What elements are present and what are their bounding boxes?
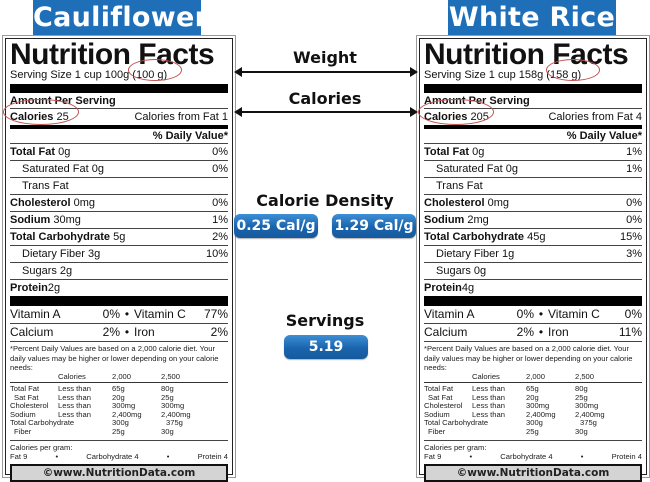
calorie-density-white-rice: 1.29 Cal/g <box>332 214 416 238</box>
calories-value: 205 <box>470 111 489 123</box>
nutrient-row-total-carbohydrate: Total Carbohydrate 5g 2% <box>10 228 228 245</box>
calories-label: Calories <box>10 111 54 123</box>
mineral-row: Calcium 2% • Iron 2% <box>10 323 228 339</box>
nutrient-row-sugars: Sugars 2g <box>10 262 228 279</box>
amount-per-serving: Amount Per Serving <box>424 95 530 107</box>
servings-value: 5.19 <box>284 335 368 359</box>
source-site-label: ©www.NutritionData.com <box>10 463 228 482</box>
nutrient-row-total-carbohydrate: Total Carbohydrate 45g 15% <box>424 228 642 245</box>
nutrition-label-white-rice: Nutrition Facts Serving Size 1 cup 158g … <box>416 35 650 482</box>
calories-from-fat: Calories from Fat 4 <box>548 111 642 123</box>
nutrient-row-total-fat: Total Fat 0g 1% <box>424 143 642 160</box>
nutrient-row-protein: Protein2g <box>10 279 228 296</box>
calories-value: 25 <box>56 111 69 123</box>
calories-from-fat: Calories from Fat 1 <box>134 111 228 123</box>
calories-arrow-icon <box>234 107 418 117</box>
mineral-row: Calcium 2% • Iron 11% <box>424 323 642 339</box>
amount-per-serving: Amount Per Serving <box>10 95 116 107</box>
nutrient-row-cholesterol: Cholesterol 0mg 0% <box>424 194 642 211</box>
servings-label: Servings <box>285 311 365 330</box>
food-title-white-rice: White Rice <box>448 0 616 36</box>
nutrition-label-cauliflower: Nutrition Facts Serving Size 1 cup 100g … <box>2 35 236 482</box>
source-site-label: ©www.NutritionData.com <box>424 463 642 482</box>
serving-size: Serving Size 1 cup 100g (100 g) <box>10 69 168 81</box>
nutrient-row-cholesterol: Cholesterol 0mg 0% <box>10 194 228 211</box>
divider <box>424 84 642 93</box>
footnote-text: *Percent Daily Values are based on a 2,0… <box>424 341 642 373</box>
calories-row: Calories 25 Calories from Fat 1 <box>10 108 228 125</box>
serving-size: Serving Size 1 cup 158g (158 g) <box>424 69 582 81</box>
vitamin-row: Vitamin A 0% • Vitamin C 77% <box>10 307 228 321</box>
daily-value-header: % Daily Value* <box>424 125 642 143</box>
calories-compare-label: Calories <box>288 89 362 108</box>
nutrient-row-saturated-fat: Saturated Fat 0g 0% <box>10 160 228 177</box>
weight-label: Weight <box>293 48 357 67</box>
reference-table: Calories 2,000 2,500 Total Fat Less than 65g… <box>424 372 642 437</box>
nutrient-row-trans-fat: Trans Fat <box>10 177 228 194</box>
calorie-density-cauliflower: 0.25 Cal/g <box>234 214 318 238</box>
nutrient-row-protein: Protein4g <box>424 279 642 296</box>
nutrition-facts-title: Nutrition Facts <box>10 38 215 71</box>
food-title-cauliflower: Cauliflower <box>33 0 208 36</box>
nutrient-row-dietary-fiber: Dietary Fiber 3g 10% <box>10 245 228 262</box>
calories-per-gram: Calories per gram: Fat 9 • Carbohydrate 4 •… <box>10 439 228 461</box>
calories-label: Calories <box>424 111 468 123</box>
calories-row: Calories 205 Calories from Fat 4 <box>424 108 642 125</box>
nutrient-row-sugars: Sugars 0g <box>424 262 642 279</box>
divider <box>10 296 228 306</box>
nutrient-row-total-fat: Total Fat 0g 0% <box>10 143 228 160</box>
divider <box>424 296 642 306</box>
vitamin-row: Vitamin A 0% • Vitamin C 0% <box>424 307 642 321</box>
footnote-text: *Percent Daily Values are based on a 2,0… <box>10 341 228 373</box>
nutrient-row-sodium: Sodium 30mg 1% <box>10 211 228 228</box>
calories-per-gram: Calories per gram: Fat 9 • Carbohydrate 4 •… <box>424 439 642 461</box>
daily-value-header: % Daily Value* <box>10 125 228 143</box>
nutrition-facts-title: Nutrition Facts <box>424 38 629 71</box>
nutrient-row-dietary-fiber: Dietary Fiber 1g 3% <box>424 245 642 262</box>
calorie-density-label: Calorie Density <box>256 191 394 210</box>
reference-table: Calories 2,000 2,500 Total Fat Less than 65g… <box>10 372 228 437</box>
nutrient-row-saturated-fat: Saturated Fat 0g 1% <box>424 160 642 177</box>
divider <box>10 84 228 93</box>
nutrient-row-sodium: Sodium 2mg 0% <box>424 211 642 228</box>
weight-arrow-icon <box>234 67 418 77</box>
nutrient-row-trans-fat: Trans Fat <box>424 177 642 194</box>
